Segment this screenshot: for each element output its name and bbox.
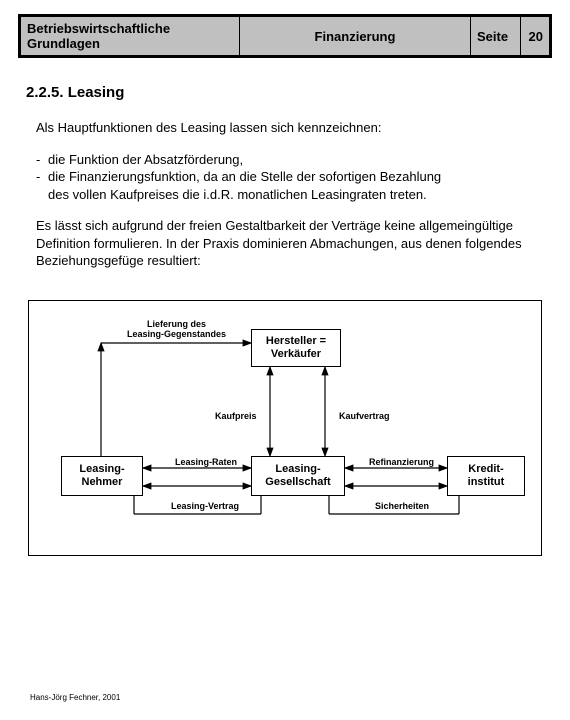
diagram-node-hersteller: Hersteller =Verkäufer xyxy=(251,329,341,367)
header-page-number: 20 xyxy=(521,16,551,57)
bullet-list: - die Funktion der Absatzförderung, - di… xyxy=(36,151,540,204)
diagram-edge-label-kaufvertrag: Kaufvertrag xyxy=(339,411,390,421)
diagram-node-kredit: Kredit-institut xyxy=(447,456,525,496)
header-subject: Betriebswirtschaftliche Grundlagen xyxy=(20,16,240,57)
diagram-edge-label-refinanzierung: Refinanzierung xyxy=(369,457,434,467)
header-subject-line2: Grundlagen xyxy=(27,36,100,51)
header-page-label: Seite xyxy=(471,16,521,57)
bullet-item-2: - die Finanzierungsfunktion, da an die S… xyxy=(36,168,540,186)
intro-paragraph: Als Hauptfunktionen des Leasing lassen s… xyxy=(36,119,540,137)
paragraph-2: Es lässt sich aufgrund der freien Gestal… xyxy=(36,217,540,270)
diagram-container: Hersteller =Verkäufer Leasing-Nehmer Leasi… xyxy=(28,300,542,556)
diagram-edge-label-leasing_vertrag: Leasing-Vertrag xyxy=(171,501,239,511)
bullet-item-1: - die Funktion der Absatzförderung, xyxy=(36,151,540,169)
header-subject-line1: Betriebswirtschaftliche xyxy=(27,21,170,36)
diagram-node-gesellschaft: Leasing-Gesellschaft xyxy=(251,456,345,496)
page-header-table: Betriebswirtschaftliche Grundlagen Finan… xyxy=(18,14,552,58)
diagram-edge-label-lieferung: Lieferung desLeasing-Gegenstandes xyxy=(127,319,226,339)
bullet-text-1: die Funktion der Absatzförderung, xyxy=(48,151,243,169)
bullet-item-2-cont: des vollen Kaufpreises die i.d.R. monatl… xyxy=(36,186,540,204)
diagram-node-leasingnehmer: Leasing-Nehmer xyxy=(61,456,143,496)
bullet-dash: - xyxy=(36,151,48,169)
header-topic: Finanzierung xyxy=(240,16,471,57)
bullet-dash: - xyxy=(36,168,48,186)
page-footer: Hans-Jörg Fechner, 2001 xyxy=(30,693,120,702)
diagram-edge-label-sicherheiten: Sicherheiten xyxy=(375,501,429,511)
section-heading: 2.2.5. Leasing xyxy=(26,84,552,101)
diagram-edge-label-kaufpreis: Kaufpreis xyxy=(215,411,257,421)
diagram-edge-label-leasing_raten: Leasing-Raten xyxy=(175,457,237,467)
bullet-text-2-cont: des vollen Kaufpreises die i.d.R. monatl… xyxy=(48,186,427,204)
bullet-text-2: die Finanzierungsfunktion, da an die Ste… xyxy=(48,168,441,186)
